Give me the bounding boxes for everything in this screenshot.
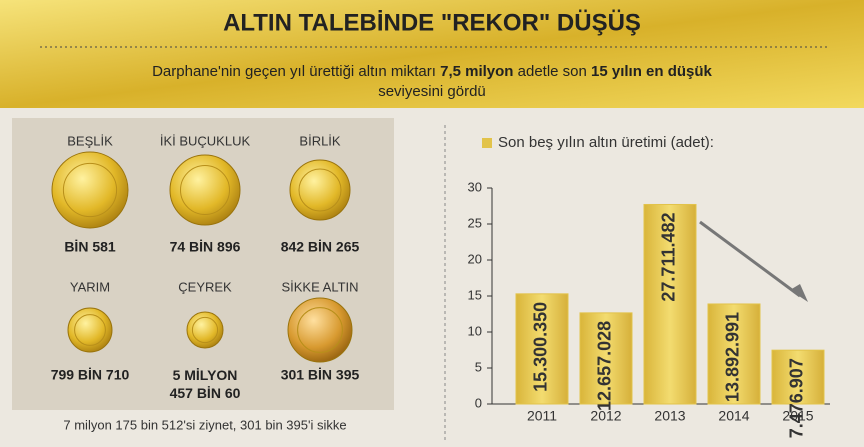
trend-arrow-head: [790, 284, 808, 302]
coin-value-line: 457 BİN 60: [170, 385, 241, 401]
subtitle: seviyesini gördü: [378, 83, 486, 100]
subtitle: Darphane'nin geçen yıl ürettiği altın mi…: [152, 63, 712, 80]
x-tick-label: 2011: [527, 408, 557, 424]
footnote: 7 milyon 175 bin 512'si ziynet, 301 bin …: [63, 417, 346, 432]
subtitle-part: seviyesini gördü: [378, 83, 486, 100]
coin-label: BEŞLİK: [67, 133, 113, 148]
subtitle-part: 15 yılın en düşük: [591, 63, 713, 80]
coin-inner: [298, 168, 342, 212]
coin-inner: [180, 165, 230, 215]
y-tick-label: 20: [468, 251, 482, 266]
coin-label: SİKKE ALTIN: [281, 279, 358, 294]
coin-value: 5 MİLYON 457 BİN 60: [170, 367, 241, 401]
subtitle-part: adetle son: [513, 63, 591, 80]
legend-swatch: [482, 138, 492, 148]
coin-value: 799 BİN 710: [51, 367, 130, 383]
bar: [771, 349, 825, 405]
coin-label: YARIM: [70, 279, 110, 294]
y-tick-label: 10: [468, 323, 482, 338]
y-tick-label: 0: [475, 395, 482, 410]
title: ALTIN TALEBİNDE "REKOR" DÜŞÜŞ: [223, 9, 641, 36]
coin-value: BİN 581: [64, 239, 116, 255]
coin-value: 74 BİN 896: [170, 239, 241, 255]
coin-inner: [191, 316, 219, 344]
value-label: 15.300.350: [531, 302, 551, 392]
value-label: 12.657.028: [595, 321, 615, 411]
value-label: 13.892.991: [723, 312, 743, 402]
y-tick-label: 25: [468, 215, 482, 230]
coin-label: İKİ BUÇUKLUK: [160, 133, 251, 148]
legend-label: Son beş yılın altın üretimi (adet):: [498, 134, 714, 151]
bar: [579, 312, 633, 405]
coin-inner: [74, 314, 106, 346]
bar: [643, 203, 697, 405]
coin-label: BİRLİK: [299, 133, 341, 148]
bar: [707, 303, 761, 405]
value-label: 7.476.907: [787, 358, 807, 438]
coin-value: 301 BİN 395: [281, 367, 360, 383]
value-label: 27.711.482: [659, 212, 679, 301]
x-tick-label: 2014: [718, 408, 749, 424]
header-band: [0, 0, 864, 108]
y-tick-label: 15: [468, 287, 482, 302]
coin-inner: [297, 307, 343, 353]
y-tick-label: 5: [475, 359, 482, 374]
y-tick-label: 30: [468, 179, 482, 194]
subtitle-part: 7,5 milyon: [440, 63, 513, 80]
coin-label: ÇEYREK: [178, 279, 232, 294]
x-tick-label: 2012: [590, 408, 621, 424]
x-tick-label: 2015: [782, 408, 813, 424]
subtitle-part: Darphane'nin geçen yıl ürettiği altın mi…: [152, 63, 440, 80]
trend-arrow: [699, 220, 801, 298]
x-tick-label: 2013: [654, 408, 685, 424]
coin-value-line: 5 MİLYON: [173, 367, 238, 383]
coin-value: 842 BİN 265: [281, 239, 360, 255]
bar: [515, 293, 569, 405]
coin-inner: [62, 162, 118, 218]
